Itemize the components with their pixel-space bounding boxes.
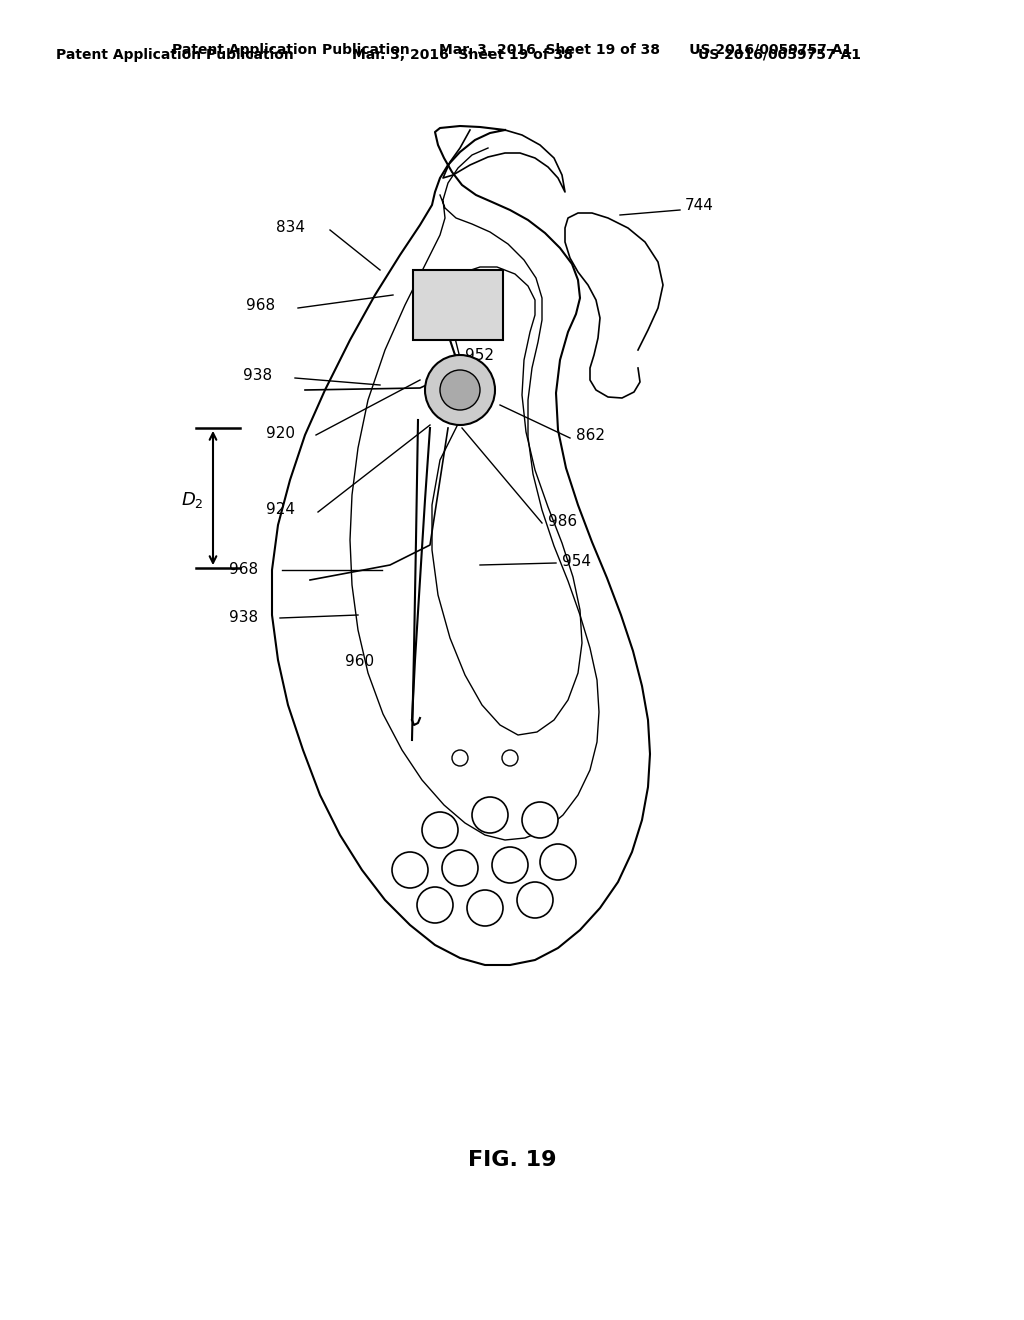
- Circle shape: [440, 370, 480, 411]
- Text: 938: 938: [229, 610, 258, 624]
- Text: 952: 952: [465, 347, 494, 363]
- Circle shape: [472, 797, 508, 833]
- Text: 834: 834: [276, 220, 305, 235]
- Circle shape: [417, 887, 453, 923]
- Text: FIG. 19: FIG. 19: [468, 1150, 556, 1170]
- Circle shape: [522, 803, 558, 838]
- Text: 986: 986: [548, 513, 578, 528]
- Text: 968: 968: [246, 298, 275, 314]
- Text: $D_2$: $D_2$: [180, 490, 204, 510]
- Circle shape: [425, 355, 495, 425]
- Text: 920: 920: [266, 425, 295, 441]
- Text: 954: 954: [562, 554, 591, 569]
- Bar: [413, 271, 503, 341]
- Text: 924: 924: [266, 503, 295, 517]
- Polygon shape: [272, 125, 650, 965]
- Circle shape: [492, 847, 528, 883]
- Circle shape: [467, 890, 503, 927]
- Text: Patent Application Publication: Patent Application Publication: [56, 48, 294, 62]
- Text: 968: 968: [229, 561, 258, 577]
- Text: 862: 862: [575, 429, 605, 444]
- Text: Mar. 3, 2016  Sheet 19 of 38: Mar. 3, 2016 Sheet 19 of 38: [351, 48, 572, 62]
- Circle shape: [442, 850, 478, 886]
- Text: 938: 938: [243, 368, 272, 384]
- Circle shape: [517, 882, 553, 917]
- Circle shape: [392, 851, 428, 888]
- Text: 744: 744: [685, 198, 714, 213]
- Text: US 2016/0059757 A1: US 2016/0059757 A1: [698, 48, 861, 62]
- Circle shape: [422, 812, 458, 847]
- Circle shape: [452, 750, 468, 766]
- Circle shape: [540, 843, 575, 880]
- Text: 960: 960: [345, 655, 375, 669]
- Circle shape: [502, 750, 518, 766]
- Text: Patent Application Publication      Mar. 3, 2016  Sheet 19 of 38      US 2016/00: Patent Application Publication Mar. 3, 2…: [172, 44, 852, 57]
